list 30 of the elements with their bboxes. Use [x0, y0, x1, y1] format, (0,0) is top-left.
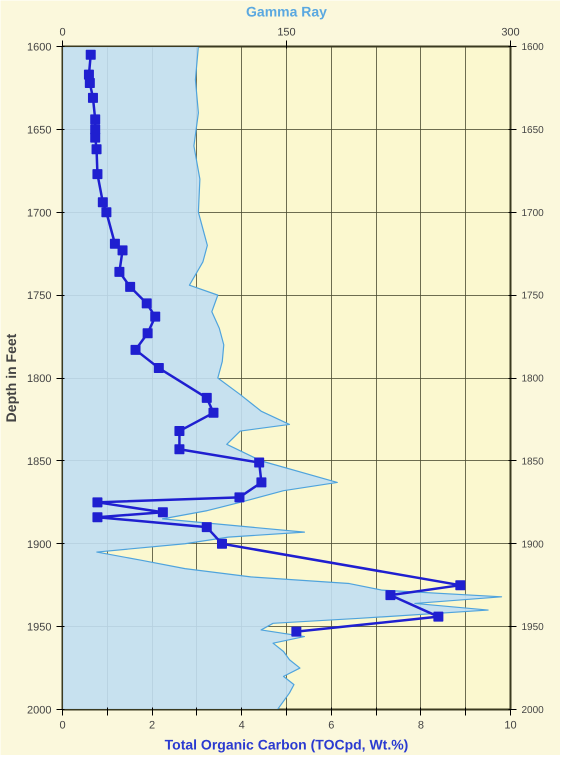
x2-tick-label: 300	[501, 26, 520, 38]
y2-tick-label: 2000	[522, 705, 544, 716]
y-tick-label: 1600	[27, 42, 52, 54]
y2-tick-label: 1750	[522, 290, 544, 302]
x-tick-label: 8	[418, 720, 424, 732]
x-tick-label: 4	[238, 720, 245, 732]
y2-tick-label: 1600	[522, 42, 544, 53]
y2-tick-label: 1800	[522, 374, 544, 384]
y-axis-title: Depth in Feet	[3, 333, 20, 422]
y-tick-label: 1950	[27, 622, 52, 634]
y-tick-label: 1700	[27, 207, 52, 220]
y2-tick-label: 1700	[522, 208, 544, 219]
y2-tick-label: 1650	[522, 124, 544, 136]
x2-tick-label: 150	[277, 26, 296, 38]
y2-tick-label: 1950	[522, 622, 544, 634]
y-tick-label: 1900	[27, 538, 52, 551]
y-tick-label: 2000	[27, 704, 52, 716]
y-tick-label: 1650	[27, 124, 52, 136]
x-tick-label: 6	[328, 720, 334, 732]
y2-tick-label: 1850	[522, 456, 544, 468]
y2-tick-label: 1900	[522, 539, 544, 550]
x-axis-title: Total Organic Carbon (TOCpd, Wt.%)	[164, 736, 408, 752]
y-tick-label: 1800	[27, 373, 52, 385]
x-tick-label: 2	[149, 720, 156, 732]
x2-axis-title: Gamma Ray	[246, 4, 328, 20]
x2-tick-label: 0	[59, 26, 66, 38]
y-tick-label: 1750	[27, 290, 52, 302]
y-tick-label: 1850	[27, 456, 52, 468]
x-tick-label: 0	[59, 720, 66, 732]
x-tick-label: 10	[504, 720, 517, 732]
